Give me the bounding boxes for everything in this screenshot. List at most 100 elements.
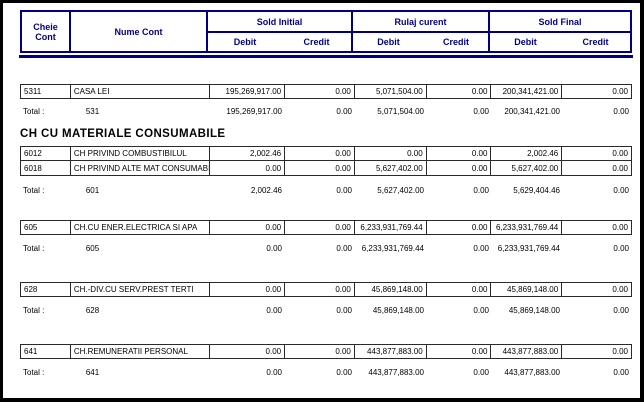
total-sold-initial-credit: 0.00 (336, 368, 352, 377)
total-label: Total : (23, 306, 45, 315)
rulaj-credit-cell: 0.00 (427, 345, 492, 358)
sold-final-credit-header: Credit (582, 37, 609, 47)
total-sold-final-credit: 0.00 (613, 368, 629, 377)
account-key-cell: 6018 (21, 161, 71, 175)
rulaj-debit-cell: 45,869,148.00 (355, 283, 427, 296)
column-header-nume-cont: Nume Cont (71, 12, 208, 51)
rulaj-credit-cell: 0.00 (427, 221, 492, 234)
section-heading: CH CU MATERIALE CONSUMABILE (20, 128, 226, 140)
sold-final-debit-cell: 200,341,421.00 (491, 85, 563, 98)
total-sold-final-debit: 443,877,883.00 (504, 368, 560, 377)
rulaj-curent-label: Rulaj curent (353, 12, 488, 33)
total-row: Total : 628 0.00 0.00 45,869,148.00 0.00… (20, 305, 632, 317)
total-sold-initial-debit: 0.00 (266, 306, 282, 315)
sold-final-debit-cell: 45,869,148.00 (491, 283, 563, 296)
total-account: 628 (85, 306, 100, 315)
total-sold-initial-debit: 195,269,917.00 (226, 107, 282, 116)
sold-final-debit-cell: 2,002.46 (491, 147, 563, 160)
rulaj-debit-cell: 5,071,504.00 (355, 85, 427, 98)
total-rulaj-debit: 443,877,883.00 (368, 368, 424, 377)
table-row[interactable]: 605 CH.CU ENER.ELECTRICA SI APA 0.00 0.0… (20, 220, 632, 235)
total-sold-initial-debit: 0.00 (266, 368, 282, 377)
sold-initial-debit-cell: 2,002.46 (210, 147, 286, 160)
table-row[interactable]: 6012 CH PRIVIND COMBUSTIBILUL 2,002.46 0… (20, 146, 632, 161)
rulaj-credit-cell: 0.00 (427, 147, 492, 160)
sold-final-credit-cell: 0.00 (612, 149, 628, 158)
total-label: Total : (23, 368, 45, 377)
total-sold-initial-credit: 0.00 (336, 306, 352, 315)
rulaj-debit-cell: 5,627,402.00 (355, 161, 427, 175)
column-group-rulaj-curent: Rulaj curent Debit Credit (353, 12, 490, 51)
total-sold-initial-credit: 0.00 (336, 244, 352, 253)
account-name-cell: CH.-DIV.CU SERV.PREST TERTI (71, 283, 211, 296)
total-sold-final-debit: 200,341,421.00 (504, 107, 560, 116)
column-group-sold-final: Sold Final Debit Credit (490, 12, 630, 51)
sold-final-debit-cell: 443,877,883.00 (491, 345, 563, 358)
cheie-label-line1: Cheie (33, 21, 58, 32)
total-sold-final-debit: 45,869,148.00 (508, 306, 560, 315)
total-account: 641 (85, 368, 100, 377)
sold-initial-label: Sold Initial (208, 12, 351, 33)
rulaj-debit-cell: 443,877,883.00 (355, 345, 427, 358)
total-sold-final-credit: 0.00 (613, 107, 629, 116)
total-rulaj-debit: 5,071,504.00 (377, 107, 424, 116)
account-name-cell: CH.REMUNERATII PERSONAL (71, 345, 211, 358)
total-account: 601 (85, 186, 100, 195)
sold-initial-credit-cell: 0.00 (285, 161, 355, 175)
rulaj-credit-cell: 0.00 (427, 85, 492, 98)
rulaj-debit-cell: 0.00 (355, 147, 427, 160)
account-key-cell: 605 (21, 221, 71, 234)
total-sold-final-credit: 0.00 (613, 244, 629, 253)
total-sold-initial-credit: 0.00 (336, 186, 352, 195)
table-row[interactable]: 641 CH.REMUNERATII PERSONAL 0.00 0.00 44… (20, 344, 632, 359)
table-header: Cheie Cont Nume Cont Sold Initial Debit … (20, 10, 632, 53)
sold-initial-credit-cell: 0.00 (285, 85, 355, 98)
account-key-cell: 6012 (21, 147, 71, 160)
total-rulaj-debit: 6,233,931,769.44 (361, 244, 424, 253)
rulaj-credit-cell: 0.00 (427, 161, 492, 175)
sold-initial-credit-cell: 0.00 (285, 345, 355, 358)
table-row[interactable]: 5311 CASA LEI 195,269,917.00 0.00 5,071,… (20, 84, 632, 99)
total-rulaj-credit: 0.00 (473, 107, 489, 116)
total-sold-final-debit: 5,629,404.46 (513, 186, 560, 195)
total-sold-final-credit: 0.00 (613, 306, 629, 315)
total-rulaj-credit: 0.00 (473, 244, 489, 253)
account-key-cell: 641 (21, 345, 71, 358)
header-divider (19, 55, 633, 58)
rulaj-debit-header: Debit (377, 37, 400, 47)
account-name-cell: CASA LEI (71, 85, 211, 98)
total-account: 605 (85, 244, 100, 253)
sold-initial-debit-cell: 0.00 (210, 221, 286, 234)
sold-initial-debit-cell: 0.00 (210, 283, 286, 296)
total-rulaj-credit: 0.00 (473, 306, 489, 315)
account-key-cell: 5311 (21, 85, 71, 98)
total-rulaj-debit: 45,869,148.00 (372, 306, 424, 315)
sold-final-debit-cell: 6,233,931,769.44 (491, 221, 563, 234)
total-row: Total : 641 0.00 0.00 443,877,883.00 0.0… (20, 367, 632, 379)
sold-final-label: Sold Final (490, 12, 630, 33)
account-key-cell: 628 (21, 283, 71, 296)
total-label: Total : (23, 186, 45, 195)
sold-initial-debit-cell: 195,269,917.00 (210, 85, 286, 98)
total-sold-initial-credit: 0.00 (336, 107, 352, 116)
table-row[interactable]: 6018 CH PRIVIND ALTE MAT CONSUMABIL 0.00… (20, 160, 632, 176)
total-label: Total : (23, 244, 45, 253)
total-row: Total : 601 2,002.46 0.00 5,627,402.00 0… (20, 185, 632, 197)
rulaj-credit-header: Credit (442, 37, 469, 47)
column-group-sold-initial: Sold Initial Debit Credit (208, 12, 353, 51)
rulaj-credit-cell: 0.00 (427, 283, 492, 296)
sold-initial-credit-header: Credit (303, 37, 330, 47)
sold-initial-debit-cell: 0.00 (210, 161, 286, 175)
sold-initial-debit-cell: 0.00 (210, 345, 286, 358)
total-row: Total : 531 195,269,917.00 0.00 5,071,50… (20, 106, 632, 118)
table-row[interactable]: 628 CH.-DIV.CU SERV.PREST TERTI 0.00 0.0… (20, 282, 632, 297)
sold-initial-debit-header: Debit (233, 37, 257, 47)
sold-final-debit-cell: 5,627,402.00 (491, 161, 563, 175)
cheie-label-line2: Cont (35, 31, 56, 42)
sold-final-credit-cell: 0.00 (612, 87, 628, 96)
rulaj-debit-cell: 6,233,931,769.44 (355, 221, 427, 234)
total-label: Total : (23, 107, 45, 116)
total-row: Total : 605 0.00 0.00 6,233,931,769.44 0… (20, 243, 632, 255)
account-name-cell: CH.CU ENER.ELECTRICA SI APA (71, 221, 211, 234)
sold-initial-credit-cell: 0.00 (285, 221, 355, 234)
